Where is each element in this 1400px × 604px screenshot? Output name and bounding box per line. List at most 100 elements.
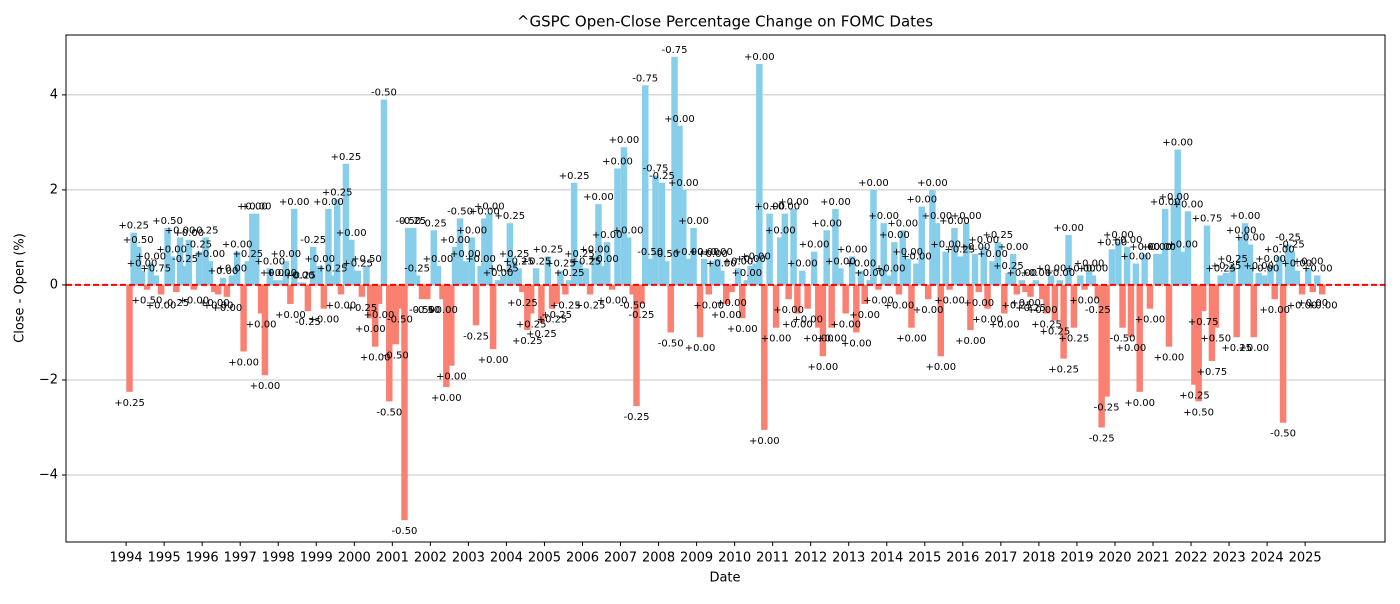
bar — [1018, 280, 1026, 285]
bar — [880, 223, 887, 285]
bar — [1115, 242, 1122, 285]
bar — [472, 284, 480, 326]
bar-annotation: +0.00 — [799, 240, 830, 251]
bar — [401, 284, 408, 521]
y-tick-label: −2 — [39, 372, 58, 387]
bar — [848, 256, 856, 285]
value-labels: +0.25+0.25+0.50+0.00+0.50+0.00+0.75+0.00… — [114, 45, 1337, 537]
bar-annotation: +0.00 — [770, 202, 801, 213]
x-tick-label: 1998 — [262, 551, 295, 566]
x-tick-label: 2016 — [946, 551, 979, 566]
bar-annotation: +0.00 — [1135, 315, 1166, 326]
bar-annotation: +0.00 — [863, 296, 894, 307]
bar — [815, 284, 822, 328]
bar-annotation: +0.00 — [1297, 298, 1328, 309]
bar — [1032, 280, 1040, 285]
bar-annotation: +0.25 — [1179, 391, 1210, 402]
bar-annotation: +0.00 — [241, 202, 272, 213]
bar-annotation: +0.00 — [592, 230, 623, 241]
bar — [1009, 254, 1017, 285]
x-tick-label: 2014 — [870, 551, 903, 566]
bar-annotation: +0.00 — [854, 268, 885, 279]
bar-annotation: +0.25 — [232, 249, 263, 260]
bar-annotation: -0.25 — [1094, 403, 1120, 414]
bar-annotation: +0.00 — [711, 310, 742, 321]
bar — [1279, 284, 1287, 423]
y-tick-label: 0 — [50, 277, 58, 292]
bar-annotation: +0.00 — [427, 305, 458, 316]
bar — [684, 258, 692, 285]
bar — [1161, 208, 1169, 285]
bar-annotation: +0.00 — [250, 381, 281, 392]
bar-annotation: +0.00 — [939, 216, 970, 227]
bar-annotation: +0.25 — [118, 221, 149, 232]
bar — [348, 239, 355, 285]
bar-annotation: +0.00 — [825, 256, 856, 267]
bar-annotation: +0.00 — [284, 271, 315, 282]
bar-annotation: +0.00 — [474, 202, 505, 213]
bar-annotation: +0.00 — [1162, 138, 1193, 149]
bar-annotation: +0.00 — [922, 211, 953, 222]
bar-annotation: +0.00 — [1021, 268, 1052, 279]
x-tick-label: 2005 — [528, 551, 561, 566]
bar — [946, 284, 953, 290]
bar-annotation: +0.00 — [706, 259, 737, 270]
bar-annotation: +0.25 — [564, 249, 595, 260]
x-tick-label: 1997 — [224, 551, 257, 566]
bar — [1127, 284, 1135, 338]
bar-annotation: +0.00 — [1154, 353, 1185, 364]
bar-annotation: -0.25 — [295, 317, 321, 328]
bar — [570, 182, 578, 285]
bar-annotation: +0.00 — [917, 178, 948, 189]
bar-annotation: +0.00 — [1230, 211, 1261, 222]
bar-annotation: +0.25 — [533, 244, 564, 255]
x-tick-label: 2003 — [452, 551, 485, 566]
bar-annotation: +0.00 — [1121, 252, 1152, 263]
bar-annotation: +0.25 — [322, 187, 353, 198]
bar — [1141, 254, 1148, 285]
bar — [1103, 284, 1110, 397]
bar — [933, 223, 941, 285]
bar-annotation: +0.00 — [1074, 259, 1105, 270]
bar — [1022, 284, 1029, 293]
bar — [929, 189, 936, 285]
bar-annotation: +0.00 — [135, 252, 166, 263]
bar-annotation: +0.00 — [1264, 244, 1295, 255]
bar-annotation: +0.25 — [993, 261, 1024, 272]
bar — [1170, 204, 1178, 285]
bar — [342, 163, 350, 285]
bar-annotation: -0.25 — [163, 298, 189, 309]
bar-annotation: +0.25 — [571, 256, 602, 267]
bar-annotation: +0.00 — [727, 324, 758, 335]
bar-annotation: +0.00 — [875, 263, 906, 274]
bar — [857, 270, 865, 285]
bar — [761, 284, 768, 430]
bar-annotation: +0.25 — [507, 298, 538, 309]
bar-annotation: -0.25 — [624, 412, 650, 423]
bar — [367, 284, 374, 319]
bar — [832, 208, 839, 285]
bar-annotation: +0.25 — [944, 244, 975, 255]
bar — [1056, 280, 1064, 285]
bar — [696, 284, 704, 338]
bar-annotation: +0.00 — [1124, 398, 1155, 409]
bar-annotation: +0.00 — [1150, 197, 1181, 208]
y-axis-label: Close - Open (%) — [13, 233, 28, 343]
x-tick-label: 2018 — [1022, 551, 1055, 566]
bar-annotation: +0.00 — [716, 298, 747, 309]
bar — [1238, 237, 1245, 285]
bar-annotation: +0.00 — [1112, 235, 1143, 246]
bar — [515, 268, 522, 285]
bar-annotation: +0.00 — [602, 157, 633, 168]
bar-annotation: -0.25 — [463, 331, 489, 342]
bar — [967, 284, 974, 331]
bar-annotation: -0.50 — [447, 206, 473, 217]
bar — [734, 268, 742, 285]
bar — [620, 147, 628, 285]
bar — [766, 213, 773, 285]
bar — [477, 265, 484, 285]
bar-annotation: +0.00 — [469, 206, 500, 217]
bar — [1165, 284, 1173, 347]
bar — [206, 261, 213, 285]
